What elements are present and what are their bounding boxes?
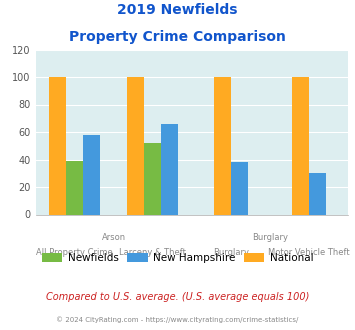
Text: Burglary: Burglary: [252, 233, 288, 242]
Bar: [49, 77, 66, 214]
Bar: [66, 161, 83, 214]
Text: Burglary: Burglary: [213, 248, 249, 257]
Text: All Property Crime: All Property Crime: [36, 248, 113, 257]
Bar: [161, 124, 179, 214]
Text: 2019 Newfields: 2019 Newfields: [117, 3, 238, 17]
Text: Motor Vehicle Theft: Motor Vehicle Theft: [268, 248, 350, 257]
Bar: [292, 77, 309, 214]
Bar: [309, 173, 326, 214]
Bar: [127, 77, 144, 214]
Legend: Newfields, New Hampshire, National: Newfields, New Hampshire, National: [38, 248, 317, 267]
Bar: [231, 162, 248, 214]
Bar: [83, 135, 100, 214]
Text: Compared to U.S. average. (U.S. average equals 100): Compared to U.S. average. (U.S. average …: [46, 292, 309, 302]
Text: Property Crime Comparison: Property Crime Comparison: [69, 30, 286, 44]
Text: Arson: Arson: [102, 233, 126, 242]
Text: Larceny & Theft: Larceny & Theft: [119, 248, 186, 257]
Bar: [214, 77, 231, 214]
Text: © 2024 CityRating.com - https://www.cityrating.com/crime-statistics/: © 2024 CityRating.com - https://www.city…: [56, 317, 299, 323]
Bar: [144, 143, 161, 214]
